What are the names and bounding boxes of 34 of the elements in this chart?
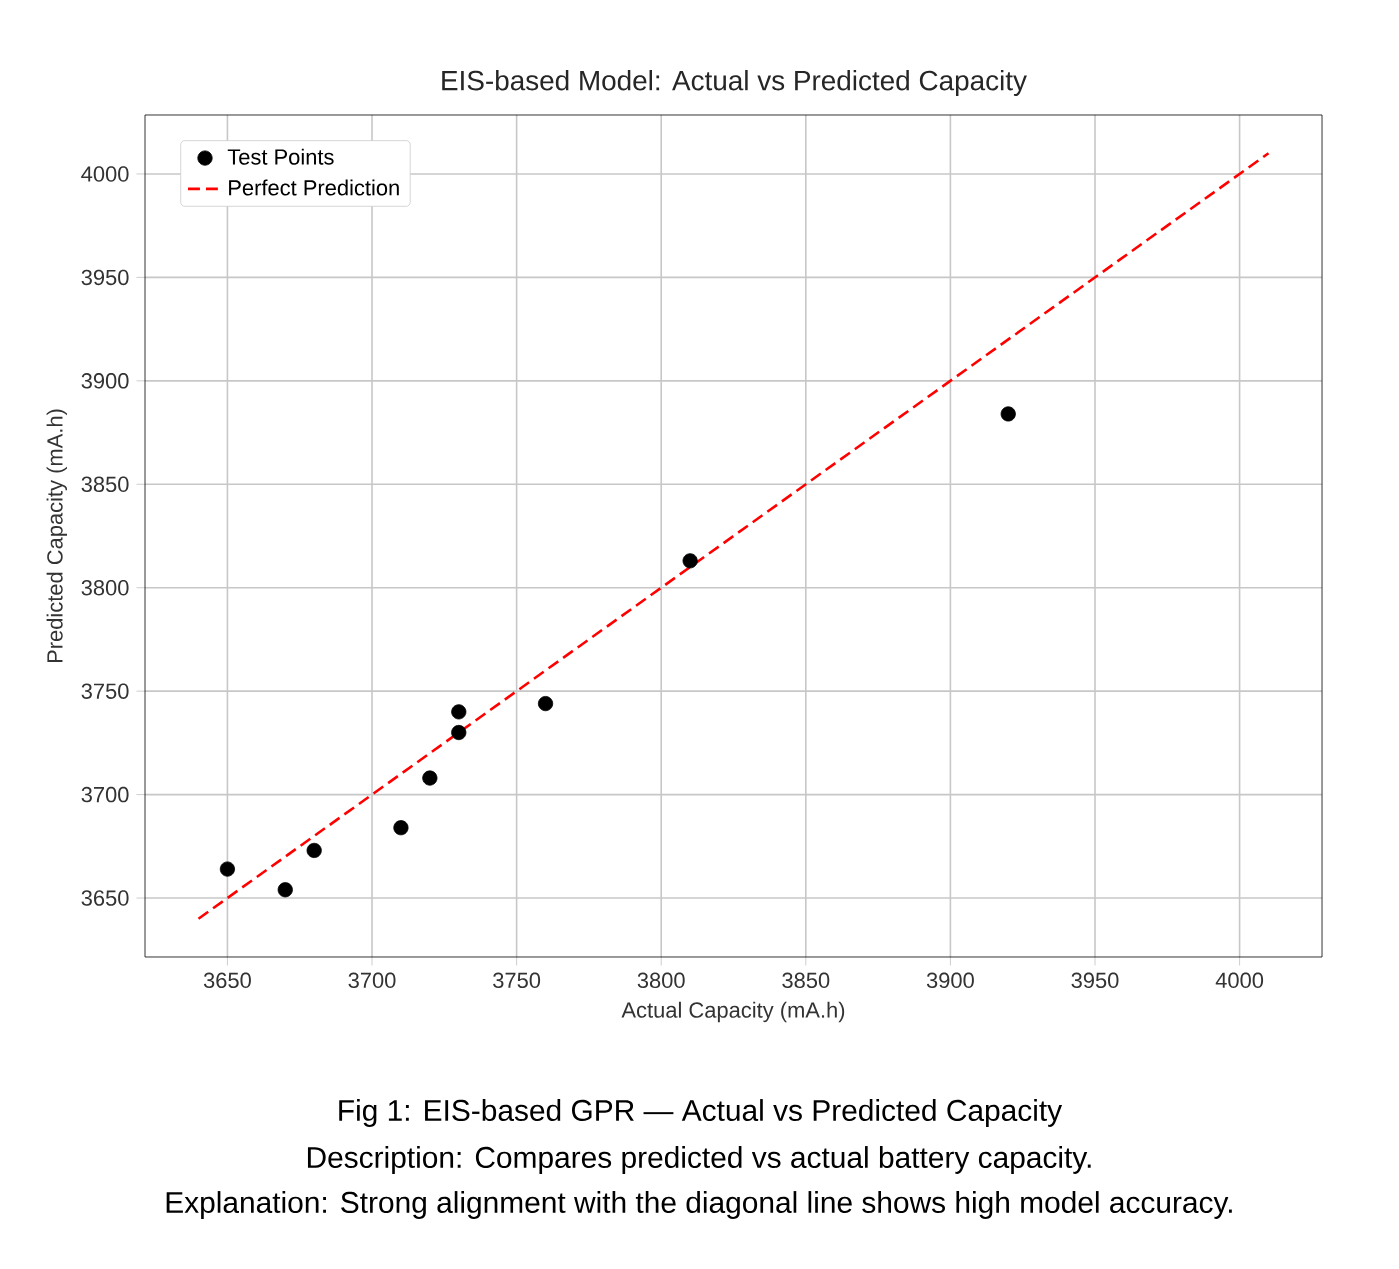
point [422, 770, 438, 786]
y-tick-label: 3900 [81, 373, 129, 389]
point [682, 553, 698, 569]
caption: Fig 1: EIS-based GPR — Actual vs Predicted Capacity [339, 1099, 1063, 1127]
legend-label: Perfect Prediction [229, 179, 399, 196]
y-tick-label: 3650 [81, 890, 129, 906]
x-tick-label: 3700 [348, 972, 396, 989]
y-tick-label: 4000 [81, 166, 129, 182]
point [219, 861, 235, 877]
y-tick-label: 3850 [81, 476, 129, 493]
y-tick-label: 3800 [81, 579, 129, 596]
point [451, 704, 467, 720]
point [393, 820, 409, 836]
point [306, 842, 322, 859]
x-tick-label: 3950 [1071, 972, 1119, 989]
y-axis-title: Predicted Capacity (mA.h) [46, 409, 67, 663]
x-tick-label: 3650 [203, 972, 251, 989]
point [1000, 406, 1016, 422]
text: Explanation: Strong alignment with the diagonal line shows high model accuracy. [166, 1191, 1232, 1219]
legend-label: Test Points [227, 148, 334, 165]
text: Description: Compares predicted vs actual battery capacity. [307, 1146, 1091, 1174]
y-tick-label: 3750 [81, 683, 129, 699]
y-tick-label: 3950 [81, 269, 129, 286]
x-axis-title: Actual Capacity (mA.h) [621, 1001, 845, 1023]
x-tick-label: 3750 [493, 972, 541, 989]
x-tick-label: 3900 [926, 972, 974, 989]
x-tick-label: 3850 [782, 972, 830, 989]
point [451, 724, 467, 741]
x-tick-label: 3800 [637, 972, 685, 989]
point [277, 882, 293, 898]
chart-title: EIS-based Model: Actual vs Predicted Capacity [442, 69, 1027, 96]
point [537, 696, 554, 712]
x-tick-label: 4000 [1215, 972, 1264, 989]
y-tick-label: 3700 [81, 786, 129, 803]
